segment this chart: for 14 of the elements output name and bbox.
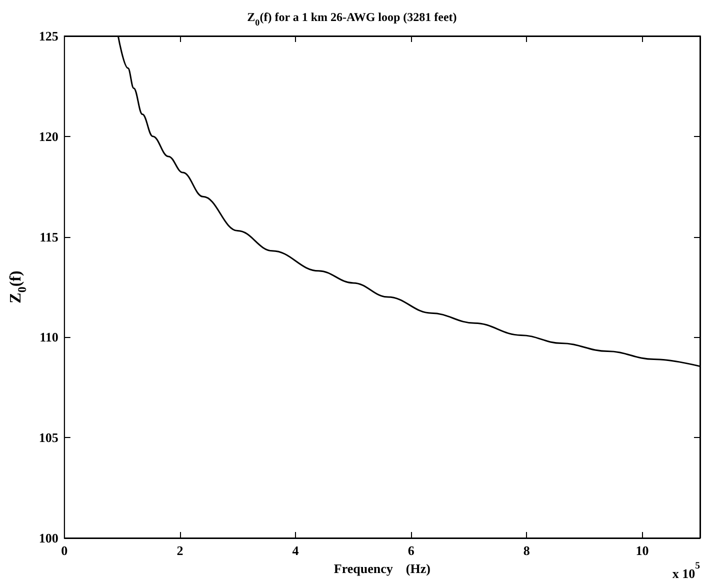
- y-tick-label: 115: [40, 229, 59, 244]
- x-tick-label: 2: [176, 543, 184, 558]
- y-tick-label: 110: [40, 330, 58, 345]
- y-tick-label: 100: [38, 530, 58, 546]
- y-axis-title: Z0(f): [8, 270, 29, 304]
- x-tick-label: 10: [636, 543, 649, 558]
- x-tick-label: 6: [408, 543, 415, 558]
- y-tick-label: 105: [38, 430, 59, 446]
- y-tick-label: 125: [38, 28, 59, 44]
- x-axis-title: Frequency (Hz): [334, 560, 430, 576]
- x-tick-label: 0: [61, 543, 68, 558]
- x-tick-label: 8: [523, 543, 530, 558]
- x-tick-label: 4: [292, 543, 300, 558]
- y-tick-label: 120: [38, 128, 58, 144]
